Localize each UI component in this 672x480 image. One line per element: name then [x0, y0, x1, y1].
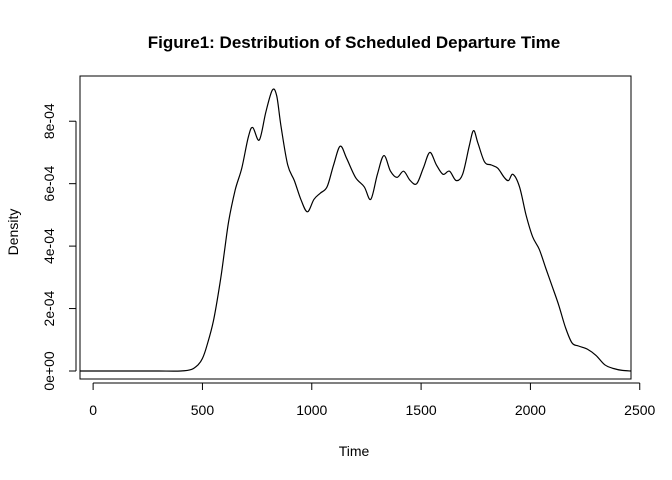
plot-frame: [79, 75, 632, 380]
y-tick-label: 2e-04: [41, 290, 57, 326]
x-tick-label: 2000: [515, 402, 546, 418]
x-tick-label: 500: [191, 402, 215, 418]
y-tick-label: 4e-04: [41, 228, 57, 264]
y-tick-label: 6e-04: [41, 166, 57, 202]
plot-area: [79, 75, 632, 380]
y-tick-label: 8e-04: [41, 103, 57, 139]
x-axis: 0 500 1000 1500 2000 2500: [89, 382, 656, 418]
x-tick-label: 0: [89, 402, 97, 418]
x-tick-label: 2500: [624, 402, 655, 418]
y-axis-label: Density: [5, 209, 21, 256]
x-axis-label: Time: [339, 443, 370, 459]
chart-title: Figure1: Destribution of Scheduled Depar…: [148, 33, 560, 52]
y-axis: 0e+00 2e-04 4e-04 6e-04 8e-04: [41, 103, 77, 391]
y-tick-label: 0e+00: [41, 351, 57, 391]
x-tick-label: 1000: [296, 402, 327, 418]
x-tick-label: 1500: [406, 402, 437, 418]
density-curve: [79, 88, 632, 372]
